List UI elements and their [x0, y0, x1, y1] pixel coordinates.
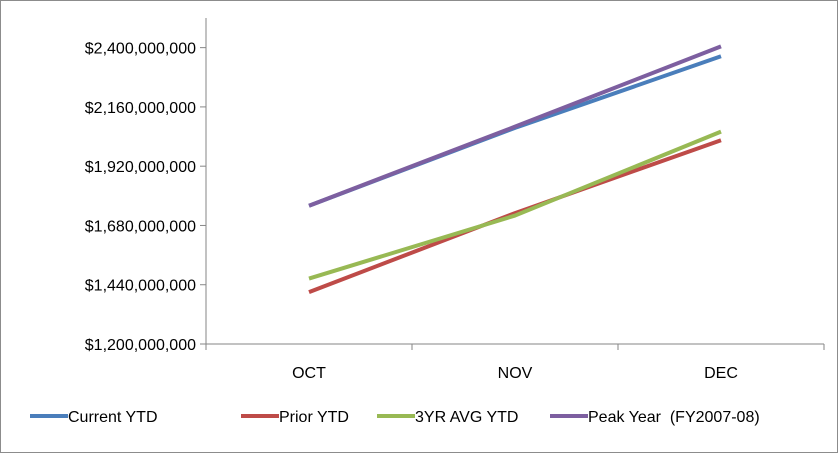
x-tick-label: NOV: [498, 365, 533, 382]
y-tick-label: $1,440,000,000: [85, 278, 196, 295]
y-tick-label: $1,680,000,000: [85, 218, 196, 235]
legend-label-2: Prior YTD: [279, 409, 349, 426]
y-tick-label: $1,920,000,000: [85, 159, 196, 176]
y-axis-ticks: $1,200,000,000 $1,440,000,000 $1,680,000,0…: [85, 41, 206, 354]
y-tick-label: $2,160,000,000: [85, 100, 196, 117]
legend-label-4: Peak Year (FY2007-08): [588, 409, 760, 426]
x-axis-ticks: OCT NOV DEC: [205, 344, 825, 382]
series-layer: [308, 44, 722, 295]
plot-area: [205, 18, 824, 345]
series-line-2: [308, 138, 722, 295]
series-line-4: [308, 44, 722, 208]
y-tick-label: $2,400,000,000: [85, 41, 196, 58]
legend-label-1: Current YTD: [68, 409, 158, 426]
series-line-3: [308, 129, 722, 281]
y-tick-label: $1,200,000,000: [85, 337, 196, 354]
x-tick-label: OCT: [292, 365, 326, 382]
legend: Current YTD Prior YTD 3YR AVG YTD Peak Year…: [30, 409, 760, 426]
legend-label-3: 3YR AVG YTD: [415, 409, 518, 426]
x-tick-label: DEC: [704, 365, 738, 382]
